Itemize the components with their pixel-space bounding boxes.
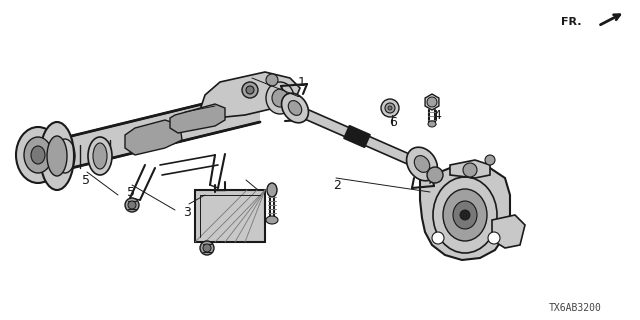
Polygon shape [290, 103, 424, 170]
Polygon shape [425, 94, 439, 110]
Ellipse shape [488, 232, 500, 244]
Ellipse shape [433, 177, 497, 253]
Ellipse shape [31, 146, 45, 164]
Text: 2: 2 [333, 179, 341, 191]
Ellipse shape [381, 99, 399, 117]
Text: TX6AB3200: TX6AB3200 [548, 303, 602, 313]
Ellipse shape [427, 97, 437, 107]
Text: FR.: FR. [561, 17, 582, 27]
Ellipse shape [266, 82, 294, 114]
Ellipse shape [460, 210, 470, 220]
Ellipse shape [242, 82, 258, 98]
Ellipse shape [427, 167, 443, 183]
Ellipse shape [266, 74, 278, 86]
Ellipse shape [432, 232, 444, 244]
Ellipse shape [267, 183, 277, 197]
Ellipse shape [88, 137, 112, 175]
Text: 4: 4 [433, 108, 441, 122]
Ellipse shape [246, 86, 254, 94]
Ellipse shape [453, 201, 477, 229]
Polygon shape [344, 125, 370, 148]
Polygon shape [125, 120, 182, 155]
Ellipse shape [266, 216, 278, 224]
Ellipse shape [24, 137, 52, 173]
Text: 5: 5 [127, 186, 135, 198]
Ellipse shape [40, 122, 74, 190]
Text: 6: 6 [389, 116, 397, 129]
Polygon shape [170, 104, 225, 133]
Ellipse shape [428, 121, 436, 127]
Text: 3: 3 [183, 205, 191, 219]
Ellipse shape [414, 156, 429, 172]
Ellipse shape [125, 198, 139, 212]
Ellipse shape [443, 189, 487, 241]
Ellipse shape [93, 143, 107, 169]
Ellipse shape [485, 155, 495, 165]
Polygon shape [55, 90, 260, 172]
Polygon shape [450, 160, 490, 178]
Polygon shape [195, 190, 265, 242]
Ellipse shape [385, 103, 395, 113]
Polygon shape [200, 72, 300, 118]
Ellipse shape [388, 106, 392, 110]
Ellipse shape [200, 241, 214, 255]
Text: 1: 1 [298, 76, 306, 89]
Polygon shape [420, 165, 510, 260]
Polygon shape [492, 215, 525, 248]
Ellipse shape [406, 147, 437, 181]
Ellipse shape [16, 127, 60, 183]
Ellipse shape [128, 201, 136, 209]
Ellipse shape [282, 93, 308, 123]
Ellipse shape [272, 89, 288, 107]
Ellipse shape [47, 136, 67, 176]
Ellipse shape [463, 163, 477, 177]
Text: 5: 5 [82, 173, 90, 187]
Ellipse shape [288, 100, 301, 116]
Ellipse shape [203, 244, 211, 252]
